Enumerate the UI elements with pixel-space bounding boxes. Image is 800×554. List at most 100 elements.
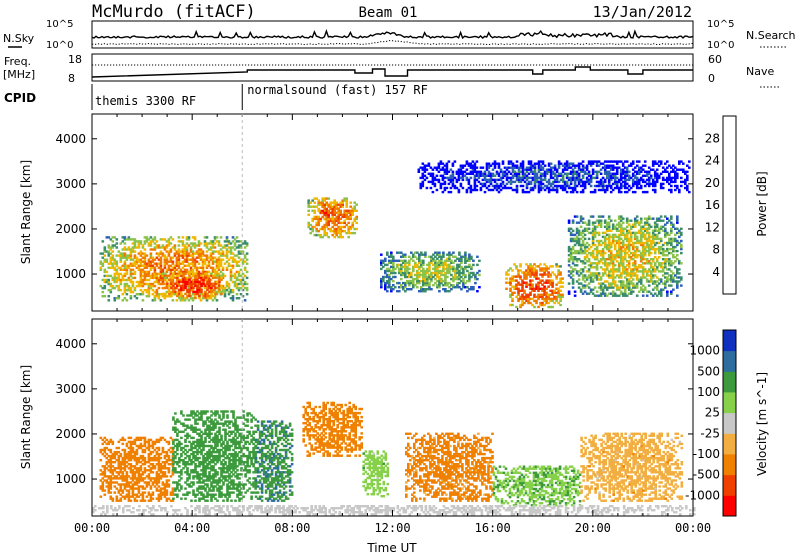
power-cell <box>609 174 613 177</box>
power-cell <box>539 188 543 192</box>
power-cell <box>430 273 433 277</box>
power-cell <box>165 276 169 280</box>
power-cell <box>672 249 675 253</box>
power-cell <box>171 260 175 263</box>
power-cell <box>581 160 585 163</box>
power-cell <box>458 271 461 275</box>
power-cell <box>670 229 673 232</box>
power-cell <box>659 292 663 295</box>
power-cell <box>557 271 560 274</box>
power-cell <box>505 273 508 276</box>
power-cell <box>438 271 441 275</box>
power-cell <box>535 275 538 278</box>
power-cell <box>153 299 157 302</box>
power-cell <box>181 248 185 251</box>
power-cell <box>175 268 179 271</box>
power-cell <box>99 268 103 271</box>
power-cell <box>109 260 113 263</box>
power-cell <box>443 170 447 173</box>
power-cell <box>543 273 546 276</box>
power-cell <box>419 186 423 190</box>
power-cell <box>408 271 411 275</box>
power-cell <box>617 160 621 163</box>
power-cell <box>645 227 649 230</box>
power-cell <box>418 261 421 264</box>
power-cell <box>208 294 211 298</box>
power-cell <box>533 182 537 186</box>
power-cell <box>225 250 229 253</box>
power-cell <box>573 290 577 293</box>
power-cell <box>194 292 197 296</box>
power-cell <box>597 278 601 281</box>
power-cell <box>674 237 677 241</box>
power-cell <box>537 160 541 163</box>
power-cell <box>203 254 207 257</box>
power-cell <box>111 278 115 282</box>
power-cell <box>191 256 195 259</box>
power-cell <box>213 250 217 253</box>
power-cell <box>315 217 318 221</box>
power-cell <box>633 249 637 253</box>
power-cell <box>541 267 544 270</box>
power-cell <box>219 258 223 261</box>
power-cell <box>549 162 553 165</box>
power-cell <box>583 233 587 237</box>
power-cell <box>645 280 649 283</box>
power-cell <box>229 276 233 280</box>
power-cell <box>119 252 123 255</box>
power-cell <box>139 293 143 296</box>
power-cell <box>233 254 237 257</box>
power-cell <box>133 260 137 263</box>
power-cell <box>317 199 320 202</box>
power-cell <box>452 261 455 264</box>
power-cell <box>392 267 395 271</box>
power-cell <box>455 172 459 175</box>
power-cell <box>133 264 137 267</box>
power-cell <box>428 263 431 267</box>
power-cell <box>595 254 599 257</box>
velocity-cell <box>107 469 111 472</box>
power-cell <box>641 268 645 271</box>
velocity-cell <box>105 485 109 488</box>
power-cell <box>521 168 525 171</box>
power-cell <box>655 219 659 222</box>
power-cell <box>427 162 431 165</box>
power-cell <box>666 290 669 293</box>
power-cell <box>464 286 467 289</box>
power-cell <box>444 267 447 271</box>
power-cell <box>101 264 105 267</box>
power-cell <box>181 299 185 302</box>
power-cell <box>448 271 451 275</box>
power-cell <box>221 290 225 294</box>
power-cell <box>107 282 111 286</box>
power-cell <box>229 248 233 251</box>
power-cell <box>615 229 619 232</box>
power-cell <box>347 221 350 225</box>
power-cell <box>189 242 193 245</box>
power-cell <box>149 242 153 245</box>
power-cell <box>219 248 223 251</box>
power-cell <box>571 262 575 265</box>
power-cell <box>607 286 611 289</box>
power-cell <box>167 295 171 298</box>
power-cell <box>335 227 338 231</box>
power-cell <box>167 268 171 271</box>
power-cell <box>428 286 431 289</box>
power-cell <box>523 190 527 194</box>
power-cell <box>657 160 661 163</box>
power-cell <box>639 243 643 247</box>
power-cell <box>627 272 631 275</box>
power-cell <box>424 269 427 273</box>
power-cell <box>208 282 211 285</box>
power-cell <box>631 264 635 267</box>
power-cell <box>183 254 187 257</box>
power-cell <box>191 284 195 288</box>
power-cell <box>388 259 391 262</box>
power-cell <box>155 274 159 278</box>
power-cell <box>175 250 179 253</box>
power-cell <box>645 229 649 232</box>
power-cell <box>191 268 195 271</box>
power-cell <box>605 229 609 232</box>
power-cell <box>623 166 627 169</box>
power-cell <box>184 296 187 300</box>
